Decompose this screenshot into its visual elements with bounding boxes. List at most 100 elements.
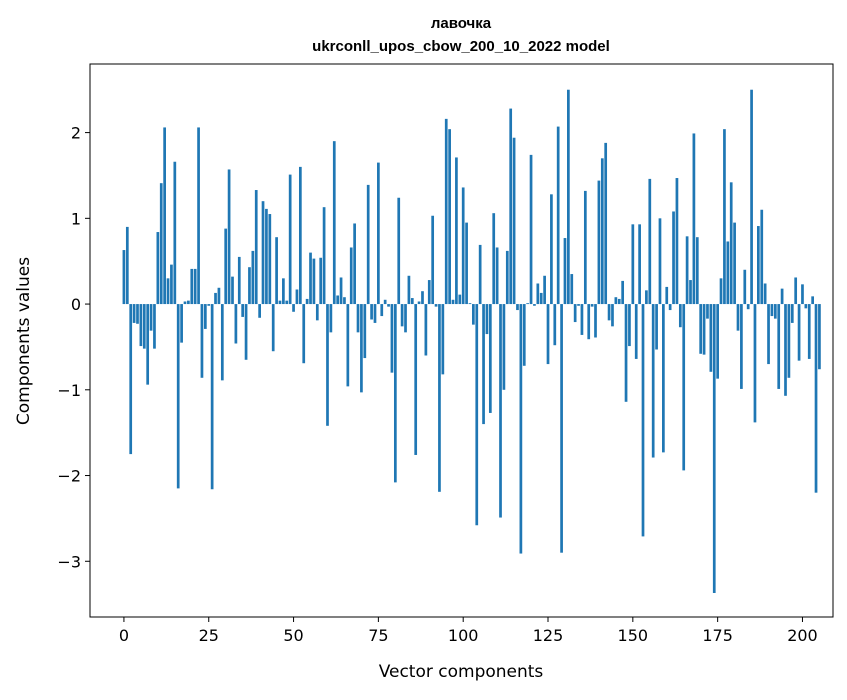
bar <box>533 304 536 306</box>
bar <box>441 304 445 375</box>
bar <box>811 296 814 305</box>
bar <box>716 304 719 379</box>
bar <box>560 304 563 553</box>
bar <box>203 304 207 329</box>
bar <box>740 304 743 389</box>
bar <box>424 304 428 356</box>
y-axis-label: Components values <box>14 257 34 425</box>
bar <box>804 304 808 309</box>
bar <box>248 267 251 305</box>
bar <box>726 241 730 305</box>
x-tick-label: 125 <box>533 626 564 645</box>
bar <box>773 304 777 319</box>
chart-title: лавочка <box>431 15 492 32</box>
bar <box>577 304 580 306</box>
bar <box>244 304 248 360</box>
bar <box>187 300 190 305</box>
bar <box>750 89 753 305</box>
bar <box>414 304 418 455</box>
bar <box>465 222 468 305</box>
bar <box>285 300 289 305</box>
bar <box>648 178 652 305</box>
bar <box>461 187 465 305</box>
bar <box>658 218 662 305</box>
bar <box>733 222 736 305</box>
bar <box>604 142 608 305</box>
bar <box>723 129 726 305</box>
bar <box>322 207 326 305</box>
bar <box>600 158 604 305</box>
bar <box>509 108 513 305</box>
bar <box>360 304 363 393</box>
bar <box>770 304 774 317</box>
bar <box>197 127 200 305</box>
bar <box>631 224 635 305</box>
bar <box>634 304 638 359</box>
bar <box>319 257 323 305</box>
bar <box>536 283 540 305</box>
bar <box>349 247 353 305</box>
bar <box>628 304 631 347</box>
y-axis-ticks: −3 −2 −1 0 1 2 <box>57 124 90 571</box>
bar <box>546 304 550 365</box>
bar <box>173 161 177 305</box>
bar <box>275 237 278 305</box>
bar <box>254 190 258 305</box>
bar <box>801 284 804 305</box>
bar <box>336 295 340 305</box>
bar <box>502 304 506 390</box>
bar <box>645 290 648 305</box>
bar <box>495 247 499 305</box>
bar <box>183 301 187 305</box>
bar <box>573 304 577 323</box>
bar <box>309 252 312 305</box>
x-tick-label: 100 <box>448 626 479 645</box>
bar <box>492 213 496 305</box>
bar <box>624 304 628 402</box>
bar <box>383 299 387 305</box>
x-tick-label: 200 <box>787 626 818 645</box>
bar <box>709 304 713 372</box>
bar <box>563 238 567 305</box>
bar <box>407 275 411 305</box>
bar <box>675 178 679 305</box>
y-tick-label: −3 <box>57 552 81 571</box>
bar <box>767 304 770 365</box>
bar <box>241 304 245 317</box>
bar <box>438 304 441 492</box>
bars-group <box>122 89 821 593</box>
bar <box>784 304 787 396</box>
bar <box>146 304 150 385</box>
bar <box>553 304 557 346</box>
bar <box>363 304 367 359</box>
bar <box>377 162 380 305</box>
bar <box>556 126 560 305</box>
bar <box>448 129 451 305</box>
bar <box>271 304 275 352</box>
bar <box>763 283 767 305</box>
bar <box>373 304 377 323</box>
bar <box>129 304 133 455</box>
bar <box>298 166 302 305</box>
bar <box>400 304 404 327</box>
bar <box>794 277 798 305</box>
bar <box>607 304 611 321</box>
bar <box>153 304 156 349</box>
bar <box>478 244 482 305</box>
bar <box>499 304 502 518</box>
bar <box>529 154 533 305</box>
bar <box>292 304 295 312</box>
bar <box>777 304 781 389</box>
bar <box>482 304 485 425</box>
bar <box>170 264 173 305</box>
bar <box>543 275 546 305</box>
bar <box>689 280 692 305</box>
bar <box>329 304 333 333</box>
bar <box>326 304 329 426</box>
bar <box>526 303 530 305</box>
bar <box>590 304 594 307</box>
bar <box>662 304 665 453</box>
bar <box>790 304 794 323</box>
bar <box>611 304 614 327</box>
